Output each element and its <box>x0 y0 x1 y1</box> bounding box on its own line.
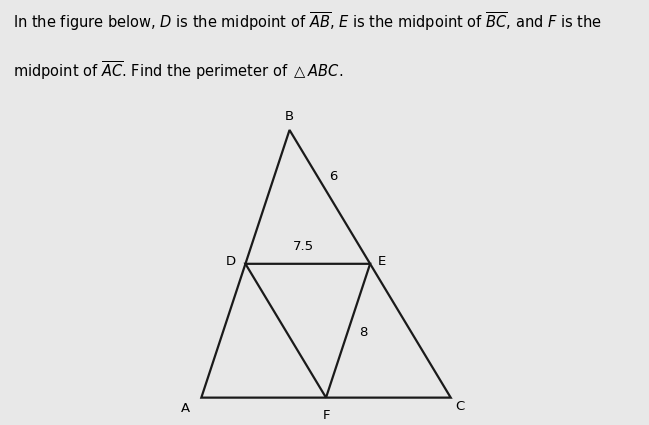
Text: midpoint of $\overline{AC}$. Find the perimeter of $\triangle ABC$.: midpoint of $\overline{AC}$. Find the pe… <box>13 60 343 82</box>
Text: A: A <box>181 402 190 415</box>
Text: 8: 8 <box>360 326 368 339</box>
Text: D: D <box>227 255 236 269</box>
Text: B: B <box>285 110 294 123</box>
Text: 6: 6 <box>328 170 337 183</box>
Text: E: E <box>378 255 386 268</box>
Text: C: C <box>456 400 465 414</box>
Text: 7.5: 7.5 <box>293 240 313 253</box>
Text: F: F <box>323 408 330 422</box>
Text: In the figure below, $D$ is the midpoint of $\overline{AB}$, $E$ is the midpoint: In the figure below, $D$ is the midpoint… <box>13 11 602 33</box>
